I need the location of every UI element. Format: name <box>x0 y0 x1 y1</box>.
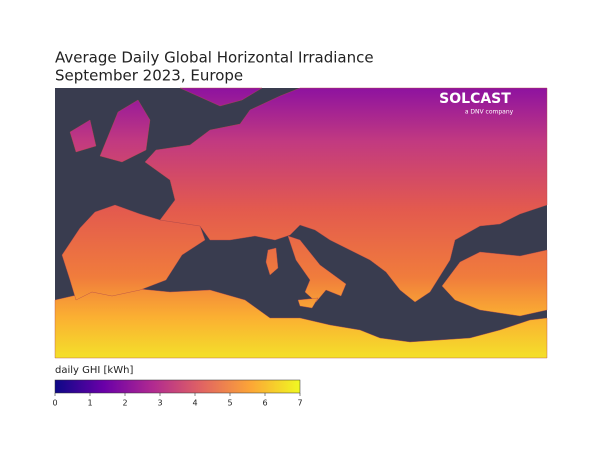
map: SOLCAST a DNV company <box>54 87 548 359</box>
title-line: Average Daily Global Horizontal Irradian… <box>55 49 374 67</box>
colorbar-tick-label: 1 <box>87 399 92 408</box>
colorbar <box>54 379 301 394</box>
land <box>54 87 548 359</box>
colorbar-tick-label: 5 <box>227 399 232 408</box>
logo-tagline: a DNV company <box>465 109 514 116</box>
colorbar-tick-label: 7 <box>297 399 302 408</box>
colorbar-label: daily GHI [kWh] <box>55 365 133 376</box>
colorbar-tick-label: 4 <box>192 399 197 408</box>
logo-name: SOLCAST <box>439 91 511 107</box>
colorbar-tick-label: 2 <box>122 399 127 408</box>
colorbar-tick-label: 6 <box>262 399 267 408</box>
title-line: September 2023, Europe <box>55 67 243 85</box>
colorbar-tick-label: 0 <box>52 399 57 408</box>
colorbar-tick-label: 3 <box>157 399 162 408</box>
